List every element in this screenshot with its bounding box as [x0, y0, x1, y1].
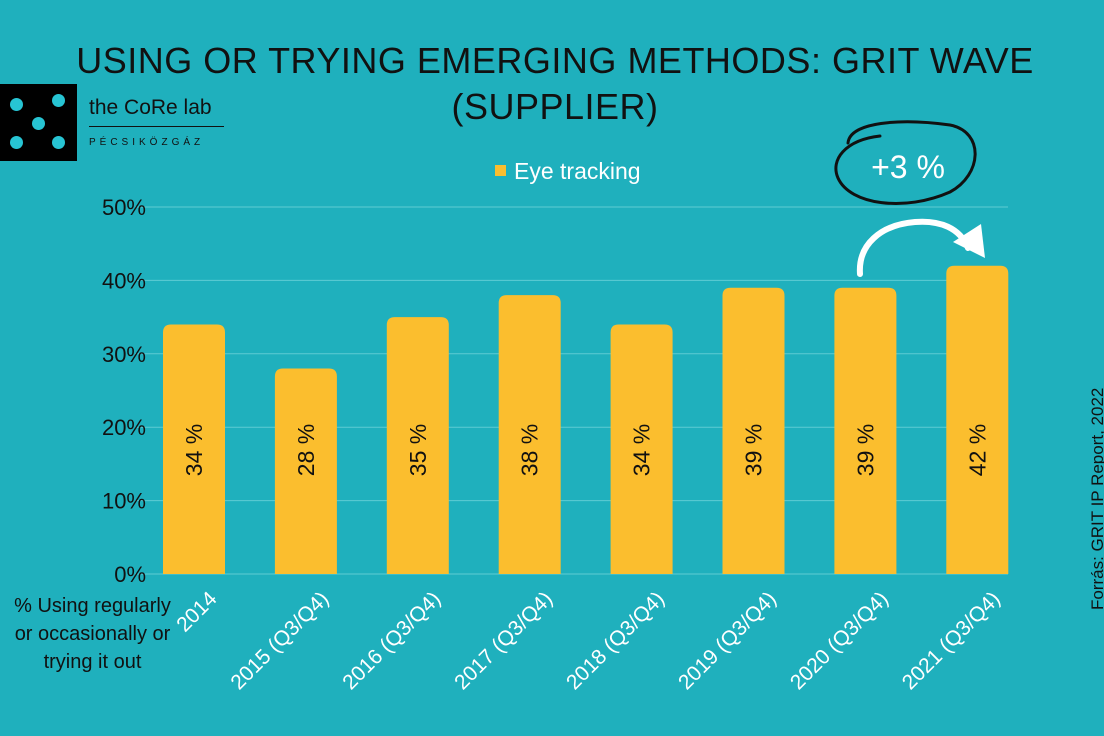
- source-note: Forrás: GRIT IP Report, 2022: [1088, 387, 1104, 610]
- annotation-arrowhead: [953, 224, 985, 258]
- annotation-arrow: [856, 218, 971, 277]
- bar: [498, 295, 561, 574]
- y-tick-label: 20%: [102, 415, 146, 440]
- annotation-circle: [834, 120, 977, 205]
- x-tick-label: 2014: [172, 587, 222, 637]
- x-axis-ticks: 2014 2015 (Q3/Q4) 2016 (Q3/Q4) 2017 (Q3/Q4)…: [172, 587, 1005, 694]
- bar: [834, 287, 897, 574]
- x-tick-label: 2019 (Q3/Q4): [674, 587, 781, 694]
- brand-name: the CoRe lab: [89, 96, 212, 119]
- bar: [610, 324, 673, 574]
- x-tick-label: 2020 (Q3/Q4): [786, 587, 893, 694]
- growth-annotation: +3 %: [834, 120, 985, 277]
- core-lab-logo: [0, 84, 77, 161]
- x-tick-label: 2021 (Q3/Q4): [898, 587, 1005, 694]
- legend-label: Eye tracking: [514, 158, 641, 184]
- data-label: 34 %: [629, 424, 655, 476]
- bar: [722, 287, 785, 574]
- annotation-label: +3 %: [871, 149, 945, 185]
- data-label: 39 %: [741, 424, 767, 476]
- data-label: 35 %: [405, 424, 431, 476]
- brand-subtitle: PÉCSIKÖZGÁZ: [89, 137, 205, 148]
- logo-dot: [10, 136, 23, 149]
- y-axis-ticks: 0% 10% 20% 30% 40% 50%: [102, 195, 146, 587]
- bar: [946, 265, 1009, 574]
- y-tick-label: 0%: [114, 562, 146, 587]
- legend-swatch: [495, 165, 506, 177]
- logo-dot: [52, 136, 65, 149]
- bars: 34 % 28 % 35 % 38 % 34 % 39 % 39 % 42 %: [163, 265, 1009, 574]
- y-tick-label: 30%: [102, 342, 146, 367]
- y-tick-label: 50%: [102, 195, 146, 220]
- bar: [163, 324, 225, 574]
- y-tick-label: 10%: [102, 489, 146, 514]
- x-tick-label: 2016 (Q3/Q4): [338, 587, 445, 694]
- bar: [386, 317, 449, 574]
- x-tick-label: 2015 (Q3/Q4): [226, 587, 333, 694]
- logo-dot: [52, 94, 65, 107]
- y-tick-label: 40%: [102, 268, 146, 293]
- data-label: 34 %: [181, 424, 207, 476]
- data-label: 39 %: [852, 424, 878, 476]
- y-axis-note: % Using regularly or occasionally or try…: [14, 595, 171, 673]
- chart-title: USING OR TRYING EMERGING METHODS: GRIT W…: [76, 40, 1034, 127]
- logo-dot: [10, 98, 23, 111]
- x-tick-label: 2017 (Q3/Q4): [450, 587, 557, 694]
- bar: [274, 368, 337, 574]
- data-label: 42 %: [964, 424, 990, 476]
- brand-divider: [89, 126, 224, 127]
- x-tick-label: 2018 (Q3/Q4): [562, 587, 669, 694]
- data-label: 28 %: [293, 424, 319, 476]
- logo-dot: [32, 117, 45, 130]
- data-label: 38 %: [517, 424, 543, 476]
- legend: Eye tracking: [495, 158, 641, 185]
